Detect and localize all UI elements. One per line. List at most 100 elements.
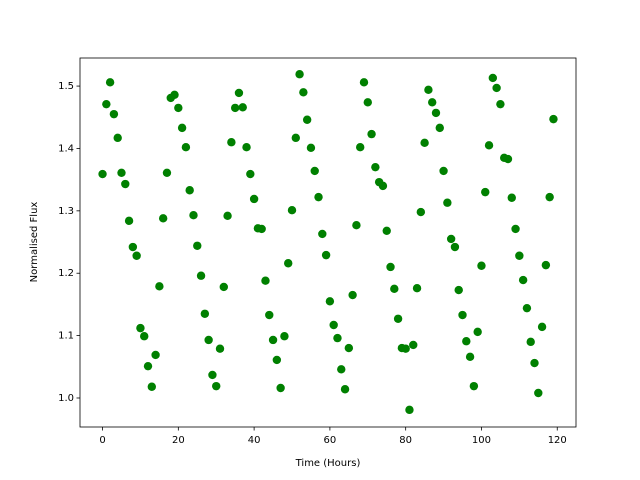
point [488, 73, 498, 83]
point [219, 282, 228, 292]
point [450, 242, 460, 252]
point [428, 98, 437, 107]
x-tick-label: 40 [248, 435, 261, 446]
x-tick-label: 20 [172, 435, 185, 446]
point [272, 355, 282, 365]
point [151, 350, 160, 360]
point [246, 169, 255, 179]
point [503, 154, 513, 164]
point [155, 282, 164, 291]
point [117, 168, 126, 177]
point [409, 340, 418, 350]
point [412, 283, 422, 293]
point [420, 138, 429, 148]
point [189, 211, 198, 220]
point [439, 166, 448, 176]
point [299, 88, 308, 97]
point [181, 143, 191, 152]
point [348, 290, 357, 300]
point [200, 309, 210, 318]
point [477, 261, 486, 270]
point [215, 344, 225, 353]
point [371, 162, 380, 172]
point [242, 143, 251, 152]
point [522, 303, 532, 313]
point [484, 141, 494, 150]
y-tick-label: 1.2 [58, 268, 74, 279]
point [337, 365, 346, 374]
point [356, 143, 365, 152]
point [431, 108, 441, 118]
point [390, 284, 399, 294]
point [454, 285, 463, 295]
y-tick-label: 1.5 [58, 81, 74, 92]
point [321, 250, 331, 260]
point [230, 103, 240, 113]
point [507, 193, 516, 202]
point [140, 332, 149, 341]
point [98, 169, 107, 179]
point [462, 337, 471, 346]
point [170, 90, 179, 100]
point [378, 181, 388, 191]
point [208, 370, 217, 380]
point [302, 115, 312, 124]
point [113, 133, 122, 143]
point [261, 276, 270, 285]
x-tick-label: 80 [399, 435, 412, 446]
point [340, 385, 350, 394]
point [212, 381, 221, 391]
point [223, 211, 232, 221]
x-axis-label: Time (Hours) [295, 458, 361, 469]
y-tick-label: 1.3 [58, 206, 74, 217]
point [530, 358, 539, 368]
point [204, 335, 213, 345]
y-tick-label: 1.1 [58, 331, 74, 342]
point [481, 187, 490, 197]
point [545, 192, 554, 202]
point [249, 194, 259, 204]
point [295, 70, 304, 79]
point [174, 103, 183, 113]
point [363, 98, 372, 107]
point [446, 234, 456, 244]
point [325, 297, 335, 306]
point [185, 186, 194, 195]
point [435, 123, 444, 133]
y-tick-label: 1.0 [58, 393, 74, 404]
point [193, 241, 202, 250]
point [382, 226, 391, 236]
point [105, 78, 115, 87]
point [227, 138, 236, 147]
point [318, 229, 327, 239]
point [541, 260, 551, 270]
point [549, 114, 558, 124]
point [367, 129, 376, 139]
point [405, 405, 414, 415]
plot-frame [79, 57, 577, 428]
point [537, 322, 547, 332]
point [257, 224, 266, 234]
point [393, 314, 403, 323]
point [306, 143, 316, 153]
point [287, 206, 297, 215]
point [344, 343, 354, 353]
x-tick-label: 120 [548, 435, 567, 446]
point [534, 388, 543, 398]
point [268, 335, 278, 345]
y-tick-label: 1.4 [58, 143, 74, 154]
point [143, 361, 153, 371]
point [128, 242, 138, 252]
point [310, 166, 319, 176]
point [526, 337, 535, 347]
point [234, 88, 244, 98]
point [102, 99, 111, 109]
point [465, 352, 475, 362]
point [238, 103, 247, 112]
point [458, 310, 467, 320]
point [515, 251, 524, 260]
point [473, 327, 482, 337]
point [162, 168, 172, 177]
point [136, 323, 145, 333]
